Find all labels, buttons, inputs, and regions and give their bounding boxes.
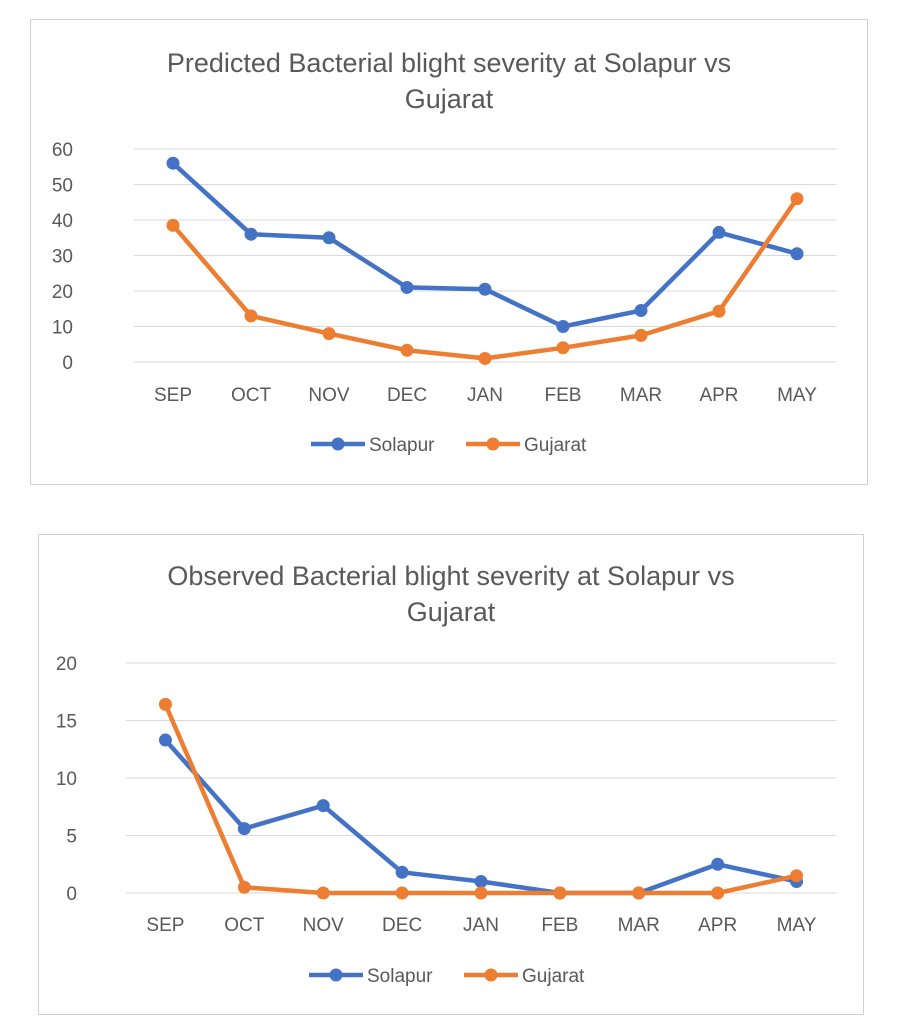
- predicted-legend-item-gujarat: Gujarat: [466, 435, 587, 456]
- predicted-title-line-2: Gujarat: [405, 84, 494, 114]
- observed-point-gujarat: [395, 886, 409, 900]
- predicted-point-gujarat: [166, 218, 180, 232]
- observed-x-tick-label: OCT: [224, 915, 264, 936]
- observed-x-tick-label: NOV: [303, 915, 345, 936]
- observed-legend-marker-gujarat: [484, 968, 498, 982]
- observed-legend-label-gujarat: Gujarat: [522, 966, 585, 987]
- predicted-y-tick-label: 0: [62, 353, 73, 374]
- observed-point-solapur: [474, 875, 488, 888]
- predicted-point-gujarat: [322, 327, 336, 341]
- observed-point-solapur: [158, 733, 172, 747]
- observed-title-line-2: Gujarat: [407, 597, 496, 627]
- observed-series-line-gujarat: [163, 702, 799, 896]
- predicted-x-tick-label: DEC: [387, 385, 427, 406]
- observed-x-tick-label: MAY: [777, 915, 817, 936]
- observed-x-tick-label: SEP: [146, 915, 184, 936]
- predicted-series-line-gujarat: [170, 196, 800, 361]
- predicted-point-gujarat: [400, 343, 414, 357]
- predicted-x-tick-label: MAY: [777, 385, 817, 406]
- observed-point-gujarat: [711, 886, 725, 900]
- predicted-point-solapur: [790, 247, 804, 261]
- observed-x-tick-label: FEB: [541, 915, 578, 936]
- observed-legend-marker-solapur: [329, 968, 343, 982]
- predicted-chart-svg: Predicted Bacterial blight severity at S…: [52, 48, 836, 456]
- predicted-x-tick-label: OCT: [231, 385, 272, 406]
- observed-y-tick-label: 5: [66, 827, 77, 848]
- predicted-point-solapur: [634, 304, 648, 318]
- predicted-point-solapur: [322, 231, 336, 245]
- predicted-point-solapur: [244, 227, 258, 241]
- predicted-point-gujarat: [790, 192, 804, 206]
- predicted-point-gujarat: [478, 351, 492, 365]
- observed-severity-chart: Observed Bacterial blight severity at So…: [38, 534, 864, 1015]
- observed-legend-item-solapur: Solapur: [309, 966, 433, 987]
- predicted-point-gujarat: [712, 304, 726, 318]
- predicted-point-solapur: [166, 156, 180, 170]
- predicted-legend-marker-solapur: [331, 437, 345, 451]
- predicted-legend-item-solapur: Solapur: [311, 435, 435, 456]
- predicted-y-tick-label: 60: [52, 140, 73, 161]
- observed-y-tick-label: 10: [56, 769, 77, 790]
- predicted-x-tick-label: NOV: [308, 385, 350, 406]
- predicted-point-solapur: [712, 225, 726, 239]
- observed-y-tick-label: 15: [56, 712, 77, 733]
- observed-point-solapur: [395, 865, 409, 879]
- predicted-x-tick-label: MAR: [620, 385, 662, 406]
- predicted-legend-label-solapur: Solapur: [369, 435, 435, 456]
- observed-point-gujarat: [790, 869, 804, 883]
- observed-x-tick-label: APR: [698, 915, 737, 936]
- predicted-point-gujarat: [244, 309, 258, 323]
- observed-x-tick-label: DEC: [382, 915, 422, 936]
- observed-series-line-solapur: [163, 737, 799, 896]
- predicted-y-tick-label: 20: [52, 282, 73, 303]
- observed-title-line-1: Observed Bacterial blight severity at So…: [167, 561, 734, 591]
- observed-x-tick-label: JAN: [463, 915, 499, 936]
- observed-chart-svg: Observed Bacterial blight severity at So…: [56, 561, 836, 987]
- predicted-y-tick-label: 50: [52, 176, 73, 197]
- observed-y-tick-label: 20: [56, 654, 77, 675]
- predicted-y-tick-label: 30: [52, 247, 73, 268]
- predicted-point-gujarat: [556, 341, 570, 355]
- predicted-point-solapur: [556, 320, 570, 333]
- observed-point-gujarat: [632, 886, 646, 900]
- observed-legend-item-gujarat: Gujarat: [464, 966, 585, 987]
- predicted-x-tick-label: FEB: [545, 385, 582, 406]
- predicted-series-line-solapur: [170, 160, 800, 329]
- observed-point-gujarat: [158, 697, 172, 711]
- predicted-severity-chart: Predicted Bacterial blight severity at S…: [30, 19, 868, 485]
- observed-point-gujarat: [237, 880, 251, 894]
- observed-y-tick-label: 0: [66, 884, 77, 905]
- observed-point-gujarat: [316, 886, 330, 900]
- predicted-y-tick-label: 40: [52, 211, 73, 232]
- observed-point-gujarat: [553, 886, 567, 900]
- observed-point-solapur: [237, 822, 251, 836]
- observed-point-solapur: [316, 799, 330, 813]
- predicted-legend-label-gujarat: Gujarat: [524, 435, 587, 456]
- observed-x-tick-label: MAR: [618, 915, 660, 936]
- predicted-point-gujarat: [634, 328, 648, 342]
- observed-point-solapur: [711, 857, 725, 871]
- predicted-x-tick-label: SEP: [154, 385, 192, 406]
- observed-point-gujarat: [474, 886, 488, 900]
- predicted-point-solapur: [478, 282, 492, 296]
- predicted-x-tick-label: JAN: [467, 385, 503, 406]
- predicted-title-line-1: Predicted Bacterial blight severity at S…: [167, 48, 731, 78]
- predicted-x-tick-label: APR: [699, 385, 738, 406]
- predicted-y-tick-label: 10: [52, 318, 73, 339]
- predicted-legend-marker-gujarat: [486, 437, 500, 451]
- predicted-point-solapur: [400, 280, 414, 294]
- observed-legend-label-solapur: Solapur: [367, 966, 433, 987]
